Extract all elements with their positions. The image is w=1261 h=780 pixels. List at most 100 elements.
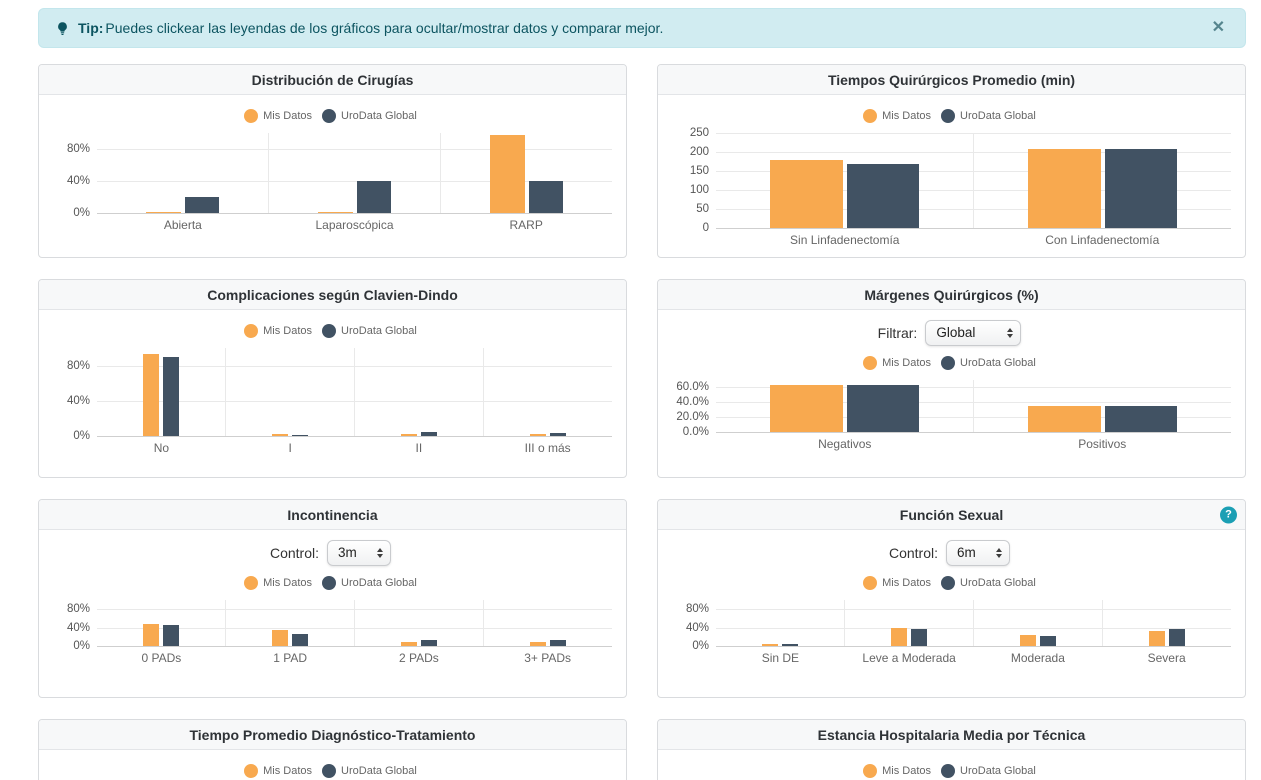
- y-axis-tick: 40.0%: [676, 396, 709, 409]
- plot-area: [716, 600, 1231, 647]
- plot-area: [716, 133, 1231, 229]
- bar-mis-datos-i: [272, 434, 288, 436]
- control-label: Control:: [269, 545, 320, 561]
- x-axis-label-negativos: Negativos: [818, 437, 872, 451]
- legend-label: UroData Global: [341, 325, 417, 337]
- filter-select[interactable]: Global: [925, 320, 1022, 346]
- category-groups: [716, 600, 1231, 646]
- legend-swatch-mis-datos: [863, 356, 878, 370]
- legend-item-mis-datos[interactable]: Mis Datos: [244, 324, 312, 338]
- close-icon[interactable]: ✕: [1211, 19, 1225, 36]
- bar-urodata-global-3-pads: [550, 639, 566, 646]
- legend-label: Mis Datos: [263, 577, 313, 589]
- legend-label: Mis Datos: [263, 765, 313, 777]
- category-group-iii-o-m-s: [483, 348, 612, 436]
- legend-swatch-mis-datos: [244, 109, 259, 123]
- legend-swatch-mis-datos: [244, 324, 259, 338]
- y-axis: 0 50 100 150 200 250: [668, 127, 716, 234]
- y-axis-tick: 40%: [685, 621, 709, 634]
- legend-item-mis-datos[interactable]: Mis Datos: [863, 109, 931, 123]
- legend-swatch-urodata-global: [941, 109, 956, 123]
- legend-swatch-mis-datos: [244, 576, 259, 590]
- legend-item-urodata-global[interactable]: UroData Global: [941, 109, 1036, 123]
- category-group-sin-linfadenectom-a: [716, 133, 973, 228]
- category-group-laparosc-pica: [268, 133, 440, 213]
- category-group-leve-a-moderada: [844, 600, 973, 646]
- legend-item-mis-datos[interactable]: Mis Datos: [863, 764, 931, 778]
- bar-mis-datos-severa: [1149, 630, 1165, 646]
- control-select[interactable]: 6m: [946, 540, 1011, 566]
- y-axis-tick: 40%: [66, 621, 90, 634]
- legend-item-urodata-global[interactable]: UroData Global: [322, 764, 417, 778]
- control-label: Control:: [888, 545, 939, 561]
- category-groups: [97, 133, 612, 213]
- panel-margenes-quirurgicos: Márgenes Quirúrgicos (%) Filtrar: Global…: [657, 279, 1246, 478]
- x-axis-label-sin-de: Sin DE: [761, 651, 800, 665]
- legend-item-urodata-global[interactable]: UroData Global: [941, 576, 1036, 590]
- y-axis-tick: 60.0%: [676, 381, 709, 394]
- bar-mis-datos-sin-linfadenectom-a: [770, 160, 843, 228]
- tip-message: Puedes clickear las leyendas de los gráf…: [105, 20, 664, 36]
- legend-item-urodata-global[interactable]: UroData Global: [322, 324, 417, 338]
- filter-row: Filtrar: Global: [668, 320, 1231, 346]
- gridline: [716, 228, 1231, 229]
- x-axis-label-ii: II: [415, 441, 423, 455]
- filter-select-wrap: Global: [925, 320, 1022, 346]
- bar-urodata-global-no: [163, 356, 179, 436]
- legend-item-mis-datos[interactable]: Mis Datos: [244, 109, 312, 123]
- y-axis-tick: 80%: [66, 143, 90, 155]
- legend-swatch-urodata-global: [322, 576, 337, 590]
- legend-swatch-urodata-global: [322, 109, 337, 123]
- tip-banner: Tip: Puedes clickear las leyendas de los …: [38, 8, 1246, 48]
- panel-tiempo-diagnostico-tratamiento: Tiempo Promedio Diagnóstico-Tratamiento …: [38, 719, 627, 780]
- bar-urodata-global-i: [292, 434, 308, 436]
- plot-area: [97, 133, 612, 214]
- x-axis-label-no: No: [153, 441, 170, 455]
- legend-swatch-urodata-global: [941, 356, 956, 370]
- panel-title: Estancia Hospitalaria Media por Técnica: [817, 726, 1086, 743]
- legend-item-urodata-global[interactable]: UroData Global: [322, 109, 417, 123]
- y-axis-tick: 80%: [66, 359, 90, 372]
- panel-header: Función Sexual ?: [658, 500, 1245, 530]
- filter-label: Filtrar:: [877, 325, 918, 341]
- legend-swatch-urodata-global: [322, 324, 337, 338]
- panel-header: Estancia Hospitalaria Media por Técnica: [658, 720, 1245, 750]
- bar-urodata-global-iii-o-m-s: [550, 433, 566, 436]
- x-axis: No I II III o más: [97, 441, 612, 455]
- tip-label: Tip:: [78, 20, 104, 36]
- panel-header: Tiempos Quirúrgicos Promedio (min): [658, 65, 1245, 95]
- legend-item-mis-datos[interactable]: Mis Datos: [244, 764, 312, 778]
- category-group-ii: [354, 348, 483, 436]
- bar-urodata-global-1-pad: [292, 634, 308, 646]
- panel-funcion-sexual: Función Sexual ? Control: 6m Mis Datos Ur…: [657, 499, 1246, 698]
- panel-complicaciones: Complicaciones según Clavien-Dindo Mis D…: [38, 279, 627, 478]
- help-icon[interactable]: ?: [1220, 506, 1237, 523]
- legend-item-urodata-global[interactable]: UroData Global: [322, 576, 417, 590]
- legend-item-mis-datos[interactable]: Mis Datos: [863, 576, 931, 590]
- bar-mis-datos-no: [143, 354, 159, 436]
- bar-mis-datos-sin-de: [762, 644, 778, 646]
- legend-swatch-mis-datos: [244, 764, 259, 778]
- bar-mis-datos-abierta: [146, 211, 181, 213]
- legend-item-mis-datos[interactable]: Mis Datos: [244, 576, 312, 590]
- chart-legend: Mis Datos UroData Global: [49, 109, 612, 123]
- category-group-2-pads: [354, 600, 483, 646]
- legend-item-urodata-global[interactable]: UroData Global: [941, 764, 1036, 778]
- panel-title: Tiempo Promedio Diagnóstico-Tratamiento: [189, 726, 476, 743]
- legend-item-urodata-global[interactable]: UroData Global: [941, 356, 1036, 370]
- chart-legend: Mis Datos UroData Global: [49, 576, 612, 590]
- gridline: [97, 149, 612, 150]
- control-select[interactable]: 3m: [327, 540, 392, 566]
- panel-title: Complicaciones según Clavien-Dindo: [207, 286, 458, 303]
- x-axis: 0 PADs 1 PAD 2 PADs 3+ PADs: [97, 651, 612, 665]
- legend-label: UroData Global: [341, 577, 417, 589]
- legend-item-mis-datos[interactable]: Mis Datos: [863, 356, 931, 370]
- category-group-severa: [1102, 600, 1231, 646]
- panel-estancia-hospitalaria: Estancia Hospitalaria Media por Técnica …: [657, 719, 1246, 780]
- category-group-moderada: [973, 600, 1102, 646]
- x-axis-label-sin-linfadenectom-a: Sin Linfadenectomía: [790, 233, 900, 247]
- gridline: [97, 436, 612, 437]
- x-axis-label-0-pads: 0 PADs: [141, 651, 182, 665]
- panel-title: Función Sexual: [899, 506, 1004, 523]
- category-group-abierta: [97, 133, 268, 213]
